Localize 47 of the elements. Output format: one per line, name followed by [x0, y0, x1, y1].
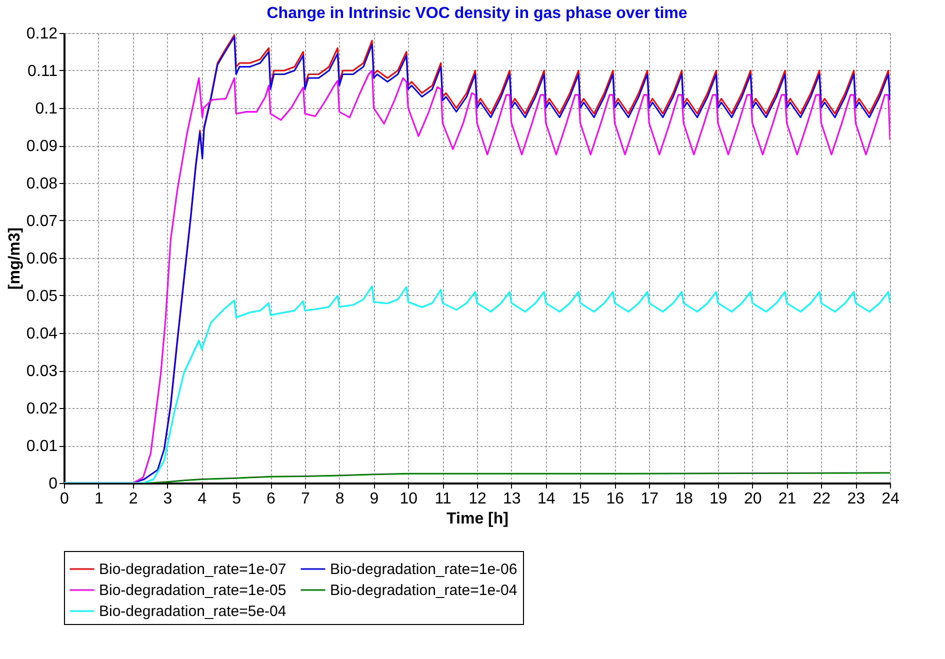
y-tick-label: 0.08	[26, 176, 58, 192]
y-tick-label: 0.03	[26, 363, 58, 380]
legend-label: Bio-degradation_rate=1e-07	[99, 561, 286, 578]
x-tick-label: 18	[675, 490, 693, 508]
y-tick-label: 0.02	[26, 400, 58, 418]
x-tick-label: 6	[266, 490, 276, 508]
x-tick-label: 9	[370, 490, 379, 508]
y-tick-label: 0.12	[26, 26, 58, 42]
y-tick-label: 0	[48, 476, 58, 492]
y-tick-label: 0.05	[26, 288, 58, 305]
chart-title: Change in Intrinsic VOC density in gas phase over time	[266, 5, 688, 22]
y-tick-label: 0.04	[26, 326, 58, 342]
legend-label: Bio-degradation_rate=1e-04	[330, 582, 518, 599]
x-tick-label: 5	[232, 490, 242, 508]
y-tick-label: 0.11	[28, 63, 58, 80]
x-tick-label: 15	[572, 490, 590, 508]
line-series	[163, 34, 890, 450]
x-tick-label: 21	[778, 490, 796, 508]
x-tick-label: 7	[300, 490, 310, 508]
x-tick-label: 10	[400, 490, 418, 508]
legend-label: Bio-degradation_rate=5e-04	[99, 603, 286, 620]
x-tick-label: 13	[503, 490, 521, 508]
y-tick-label: 0.06	[26, 250, 58, 268]
x-tick-label: 11	[434, 490, 452, 508]
x-tick-label: 3	[163, 490, 172, 508]
y-tick-label: 0.01	[26, 438, 58, 455]
x-tick-label: 20	[744, 490, 762, 508]
x-tick-label: 14	[537, 490, 556, 508]
x-tick-label: 1	[94, 490, 104, 508]
x-tick-label: 8	[335, 490, 344, 508]
legend-label: Bio-degradation_rate=1e-05	[99, 582, 286, 599]
y-tick-label: 0.07	[26, 213, 58, 230]
x-tick-label: 12	[468, 490, 486, 508]
x-tick-label: 22	[812, 490, 831, 508]
y-tick-label: 0.09	[26, 138, 58, 155]
x-axis-title: Time [h]	[446, 510, 508, 528]
x-tick-label: 24	[882, 490, 900, 508]
x-tick-label: 4	[198, 490, 207, 508]
x-tick-label: 23	[847, 490, 866, 508]
x-tick-label: 0	[60, 490, 70, 508]
x-tick-label: 16	[606, 490, 624, 508]
x-tick-label: 19	[710, 490, 728, 508]
x-tick-label: 17	[640, 490, 659, 508]
x-tick-label: 2	[128, 490, 138, 508]
y-axis-title: [mg/m3]	[6, 227, 24, 290]
y-tick-label: 0.1	[35, 100, 58, 118]
legend-label: Bio-degradation_rate=1e-06	[330, 561, 518, 578]
